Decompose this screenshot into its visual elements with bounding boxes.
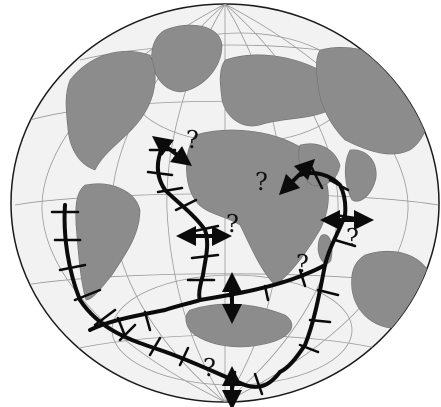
lower-ridge — [88, 298, 202, 332]
north-america-land — [65, 50, 156, 171]
question-mark-antarctic: ? — [203, 354, 216, 382]
arrow-east-africa — [278, 158, 316, 196]
continents — [65, 24, 433, 348]
southeast-ridge — [278, 263, 327, 374]
question-mark-africa: ? — [255, 168, 268, 196]
spreading-arrows — [152, 136, 374, 407]
arrow-north-atlantic — [152, 136, 192, 166]
europe-land — [219, 54, 343, 127]
greenland-land — [151, 24, 223, 93]
question-mark-mid-atlantic: ? — [226, 210, 239, 238]
question-marks: ? ? ? ? ? ? — [186, 126, 359, 382]
india-land — [344, 149, 377, 202]
question-mark-north-atlantic: ? — [186, 126, 199, 154]
question-mark-southeast: ? — [296, 250, 309, 278]
indian-ridge — [298, 171, 348, 267]
question-mark-indian: ? — [346, 224, 359, 252]
antarctica-land — [185, 303, 293, 348]
